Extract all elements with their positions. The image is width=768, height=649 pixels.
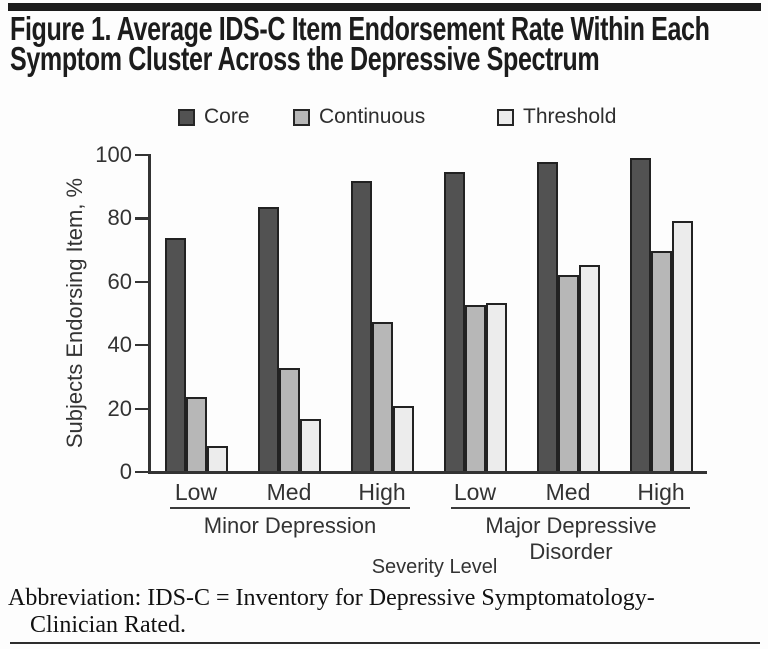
bar-continuous-major-high (650, 251, 672, 473)
y-tick-mark-100 (135, 153, 149, 157)
x-axis-title: Severity Level (371, 556, 498, 578)
bar-threshold-major-high (671, 220, 693, 473)
severity-label-minor-high: High (358, 479, 406, 505)
legend-item-threshold: Threshold (497, 105, 617, 128)
severity-label-minor-med: Med (266, 479, 312, 505)
bar-continuous-major-med (557, 274, 579, 473)
bar-core-minor-med (257, 206, 279, 473)
bottom-rule (10, 642, 760, 645)
bar-core-minor-high (350, 181, 372, 473)
severity-label-major-med: Med (545, 479, 591, 505)
bar-threshold-minor-low (206, 446, 228, 473)
y-tick-label-40: 40 (107, 332, 132, 358)
bar-core-major-med (536, 162, 558, 473)
x-axis-line (148, 471, 707, 474)
y-tick-label-0: 0 (119, 459, 132, 484)
y-axis-title: Subjects Endorsing Item, % (62, 177, 87, 449)
y-tick-mark-40 (135, 344, 149, 347)
legend-swatch-core (178, 108, 195, 126)
legend-label-core: Core (204, 105, 250, 128)
y-tick-mark-20 (135, 407, 149, 410)
legend-swatch-continuous (293, 108, 310, 126)
severity-label-minor-low: Low (174, 479, 218, 505)
footnote-line2: Clinician Rated. (30, 612, 186, 638)
group-underline-major-depressive-disorder (451, 507, 690, 510)
bar-threshold-minor-med (299, 419, 321, 473)
bar-continuous-minor-high (371, 322, 393, 473)
footnote-line1: Abbreviation: IDS-C = Inventory for Depr… (8, 585, 655, 611)
y-tick-mark-0 (135, 470, 149, 474)
figure-title: Figure 1. Average IDS-C Item Endorsement… (10, 10, 755, 77)
bar-threshold-major-med (578, 265, 600, 473)
legend-item-core: Core (178, 105, 250, 128)
severity-label-major-high: High (637, 479, 685, 505)
y-axis-line (148, 154, 151, 474)
figure-title-line2: Symptom Cluster Across the Depressive Sp… (10, 40, 600, 77)
y-tick-mark-80 (135, 217, 149, 220)
figure-title-line1: Figure 1. Average IDS-C Item Endorsement… (10, 10, 710, 47)
y-tick-label-20: 20 (107, 395, 132, 421)
top-rule (8, 3, 761, 11)
bar-continuous-minor-med (278, 368, 300, 473)
bar-core-minor-low (164, 238, 186, 473)
group-label-major-depressive-disorder: Major Depressive Disorder (485, 513, 657, 564)
bar-continuous-minor-low (185, 396, 207, 473)
bar-core-major-low (443, 171, 465, 473)
legend-label-threshold: Threshold (523, 105, 617, 128)
bar-threshold-minor-high (392, 406, 414, 473)
y-tick-label-60: 60 (107, 268, 132, 294)
legend-swatch-threshold (497, 108, 514, 126)
bar-continuous-major-low (464, 304, 486, 473)
severity-label-major-low: Low (453, 479, 497, 505)
y-tick-label-100: 100 (95, 142, 132, 167)
legend-item-continuous: Continuous (293, 105, 426, 128)
legend-label-continuous: Continuous (319, 105, 426, 128)
bar-threshold-major-low (485, 303, 507, 473)
bar-core-major-high (629, 157, 651, 473)
group-label-minor-depression: Minor Depression (203, 513, 377, 538)
y-tick-mark-60 (135, 280, 149, 284)
group-underline-minor-depression (170, 507, 410, 510)
y-tick-label-80: 80 (107, 205, 132, 231)
